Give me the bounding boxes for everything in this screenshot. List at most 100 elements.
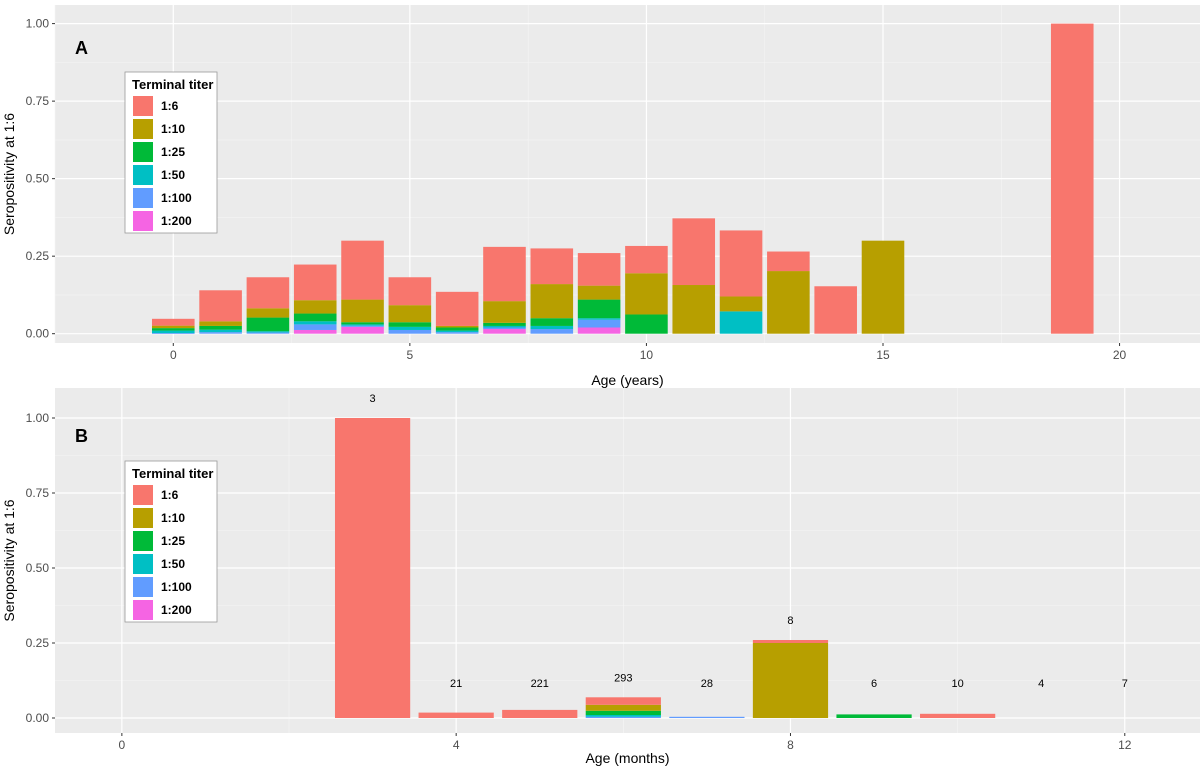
panel-a-y-tick-label: 0.75 — [26, 94, 50, 108]
panel-a-bar-1-10-x8 — [530, 284, 574, 319]
panel-b-plot-background — [55, 388, 1200, 733]
panel-a-bar-1-25-x6 — [435, 327, 479, 331]
panel-a-bar-1-25-x10 — [625, 314, 668, 334]
panel-b-bar-1-100-x7 — [669, 716, 745, 718]
panel-b-x-tick-label: 0 — [119, 738, 126, 752]
panel-b-legend-label-1-100: 1:100 — [161, 580, 192, 594]
panel-a-bar-1-25-x9 — [577, 299, 621, 319]
panel-b-y-tick-label: 0.25 — [26, 636, 50, 650]
panel-a-chart: 0.00 0.25 0.50 0.75 1.00 0 5 10 15 20 Age (years) S… — [1, 5, 1200, 388]
panel-b-y-axis-title: Seropositivity at 1:6 — [1, 499, 17, 621]
panel-a-bar-1-50-x1 — [199, 329, 242, 333]
panel-b-legend-label-1-50: 1:50 — [161, 557, 185, 571]
panel-a-legend-label-1-25: 1:25 — [161, 145, 185, 159]
panel-a-bar-1-200-x3 — [293, 329, 337, 334]
panel-a-bar-1-100-x6 — [435, 332, 479, 334]
panel-a-bar-1-50-x9 — [577, 318, 621, 320]
panel-a-legend-label-1-50: 1:50 — [161, 168, 185, 182]
panel-a-bar-1-6-x1 — [199, 290, 242, 322]
panel-a-bar-1-50-x3 — [293, 321, 337, 325]
panel-a-bar-1-25-x7 — [483, 322, 526, 326]
panel-a-bar-1-50-x0 — [151, 330, 195, 334]
panel-b-legend-label-1-10: 1:10 — [161, 511, 185, 525]
panel-a-legend-title: Terminal titer — [132, 77, 213, 92]
panel-a-bar-1-50-x5 — [388, 326, 432, 330]
panel-a-y-tick-label: 0.25 — [26, 249, 50, 263]
panel-a-legend-label-1-200: 1:200 — [161, 214, 192, 228]
panel-a-bar-1-6-x12 — [719, 230, 763, 297]
panel-b-y-tick-label: 1.00 — [26, 411, 50, 425]
panel-a-bar-1-10-x12 — [719, 296, 763, 312]
panel-b-x-tick-label: 8 — [787, 738, 794, 752]
panel-a-bar-1-25-x0 — [151, 328, 195, 331]
panel-b-legend-label-1-6: 1:6 — [161, 488, 179, 502]
panel-b-count-label: 7 — [1122, 678, 1128, 690]
panel-a-bar-1-25-x5 — [388, 322, 432, 327]
panel-a-bar-1-25-x1 — [199, 325, 242, 330]
panel-a-bar-1-50-x7 — [483, 325, 526, 328]
panel-a-x-tick-label: 20 — [1113, 348, 1127, 362]
panel-b-bar-1-25-x6 — [585, 710, 661, 715]
panel-a-bar-1-6-x7 — [483, 246, 526, 302]
panel-b-y-tick-label: 0.75 — [26, 486, 50, 500]
panel-a-bar-1-100-x4 — [341, 325, 384, 327]
panel-b-y-tick-label: 0.50 — [26, 561, 50, 575]
panel-b-count-label: 4 — [1038, 678, 1044, 690]
panel-a-bar-1-100-x9 — [577, 319, 621, 328]
panel-a-bar-1-10-x1 — [199, 321, 242, 326]
panel-a-bar-1-50-x6 — [435, 330, 479, 333]
panel-a-bar-1-100-x8 — [530, 329, 574, 334]
panel-a-bar-1-10-x6 — [435, 325, 479, 328]
panel-a-bar-1-25-x8 — [530, 318, 574, 326]
panel-a-x-tick-label: 5 — [407, 348, 414, 362]
panel-a-bar-1-10-x13 — [767, 271, 810, 334]
panel-b-bar-1-6-x10 — [920, 713, 996, 718]
panel-b-bar-1-100-x6 — [585, 716, 661, 718]
panel-a-x-tick-label: 15 — [876, 348, 890, 362]
panel-a-legend-swatch-1-25 — [133, 142, 153, 162]
panel-a-bar-1-10-x9 — [577, 285, 621, 300]
panel-a-legend-label-1-100: 1:100 — [161, 191, 192, 205]
panel-b-legend-swatch-1-50 — [133, 554, 153, 574]
panel-a-panel-letter: A — [75, 38, 88, 58]
panel-a-bar-1-6-x13 — [767, 251, 810, 272]
panel-a-bar-1-200-x9 — [577, 327, 621, 334]
panel-a-y-tick-label: 0.50 — [26, 172, 50, 186]
panel-a-bar-1-200-x7 — [483, 329, 526, 334]
panel-b-count-label: 6 — [871, 678, 877, 690]
panel-a-y-axis-title: Seropositivity at 1:6 — [1, 113, 17, 235]
panel-b-legend-swatch-1-10 — [133, 508, 153, 528]
panel-a-bar-1-10-x5 — [388, 305, 432, 323]
panel-b-bar-1-10-x6 — [585, 704, 661, 711]
panel-b-legend-swatch-1-25 — [133, 531, 153, 551]
panel-a-x-tick-label: 10 — [640, 348, 654, 362]
panel-a-bar-1-25-x4 — [341, 322, 384, 325]
panel-a-bar-1-10-x0 — [151, 325, 195, 329]
panel-a-legend: Terminal titer 1:6 1:10 1:25 1:50 1:100 1:200 — [124, 71, 218, 234]
panel-b-chart: 3 21 221 293 28 8 6 10 4 7 0.00 0.25 0.50 0.75 1.00 0 4 8… — [1, 388, 1200, 766]
panel-a-bar-1-6-x4 — [341, 240, 384, 300]
panel-a-bar-1-10-x3 — [293, 300, 337, 314]
panel-a-legend-label-1-10: 1:10 — [161, 122, 185, 136]
panel-a-legend-label-1-6: 1:6 — [161, 99, 179, 113]
panel-b-legend-label-1-25: 1:25 — [161, 534, 185, 548]
panel-b-legend-swatch-1-6 — [133, 485, 153, 505]
panel-a-bar-1-6-x6 — [435, 291, 479, 326]
panel-a-x-axis-title: Age (years) — [591, 372, 663, 388]
panel-b-count-label: 293 — [614, 672, 632, 684]
panel-b-x-tick-label: 12 — [1118, 738, 1132, 752]
panel-a-legend-swatch-1-6 — [133, 96, 153, 116]
panel-a-bar-1-6-x0 — [151, 318, 195, 326]
panel-a-y-tick-label: 1.00 — [26, 17, 50, 31]
panel-a-bar-1-10-x4 — [341, 299, 384, 323]
panel-a-bar-1-6-x3 — [293, 264, 337, 301]
panel-b-bar-1-6-x8 — [752, 640, 829, 643]
panel-a-legend-swatch-1-10 — [133, 119, 153, 139]
panel-b-bar-1-6-x3 — [334, 418, 411, 718]
panel-a-legend-swatch-1-100 — [133, 188, 153, 208]
panel-b-panel-letter: B — [75, 426, 88, 446]
panel-b-legend-title: Terminal titer — [132, 466, 213, 481]
panel-b-x-tick-label: 4 — [453, 738, 460, 752]
panel-a-legend-swatch-1-50 — [133, 165, 153, 185]
